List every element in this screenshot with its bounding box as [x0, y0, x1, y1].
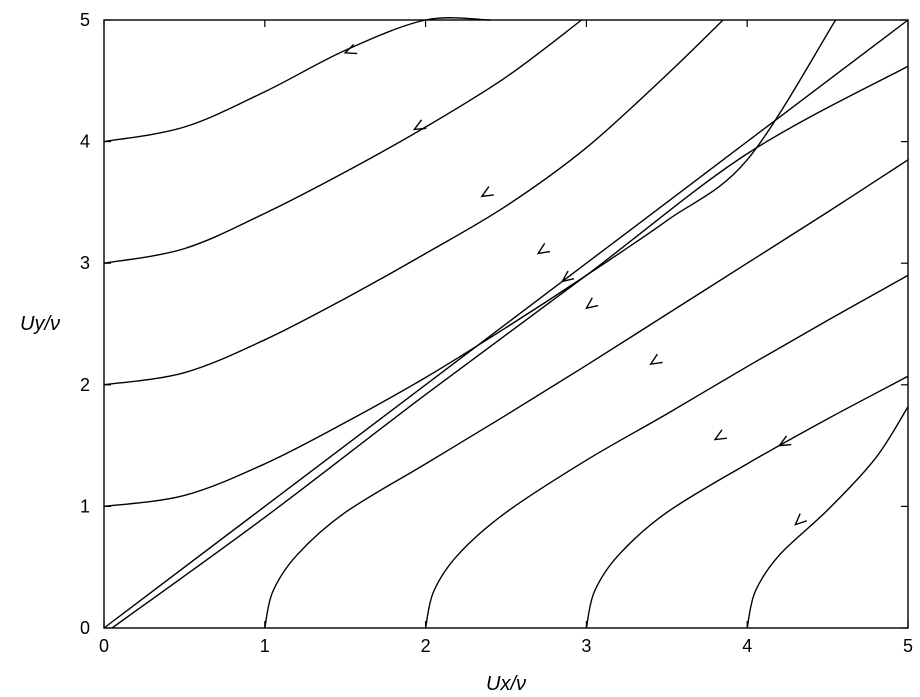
- y-tick-label: 0: [80, 618, 90, 638]
- x-tick-label: 3: [581, 636, 591, 656]
- x-tick-label: 4: [742, 636, 752, 656]
- x-tick-label: 0: [99, 636, 109, 656]
- streamline-3: [103, 19, 724, 386]
- y-tick-label: 5: [80, 10, 90, 30]
- streamline-10: [746, 406, 909, 629]
- flow-arrow-3: [480, 186, 494, 198]
- streamline-2: [103, 19, 583, 264]
- streamline-8: [424, 274, 909, 629]
- y-tick-label: 4: [80, 132, 90, 152]
- streamlines: [103, 17, 909, 629]
- streamline-9: [585, 375, 909, 629]
- y-tick-label: 1: [80, 496, 90, 516]
- flow-arrow-10: [794, 513, 808, 526]
- flow-arrow-5: [560, 270, 575, 283]
- y-axis-label: Uy/ν: [20, 313, 60, 335]
- flow-arrow-4: [536, 243, 551, 255]
- x-tick-label: 5: [903, 636, 913, 656]
- x-axis-label: Ux/ν: [486, 673, 526, 695]
- flow-arrow-8: [713, 429, 728, 441]
- flow-arrow-1: [343, 43, 358, 55]
- flow-arrows: [343, 43, 808, 526]
- flow-arrow-9: [777, 435, 792, 447]
- flow-arrow-6: [585, 297, 599, 310]
- flow-arrow-7: [649, 353, 663, 366]
- plot-frame: [103, 19, 909, 629]
- streamline-7: [264, 159, 909, 629]
- y-tick-label: 3: [80, 253, 90, 273]
- streamline-1: [103, 17, 490, 143]
- flow-arrow-2: [412, 119, 427, 131]
- streamline-4: [103, 19, 837, 508]
- streamline-5: [103, 19, 909, 629]
- x-tick-label: 1: [260, 636, 270, 656]
- y-tick-label: 2: [80, 375, 90, 395]
- streamline-6: [111, 65, 909, 629]
- x-tick-label: 2: [421, 636, 431, 656]
